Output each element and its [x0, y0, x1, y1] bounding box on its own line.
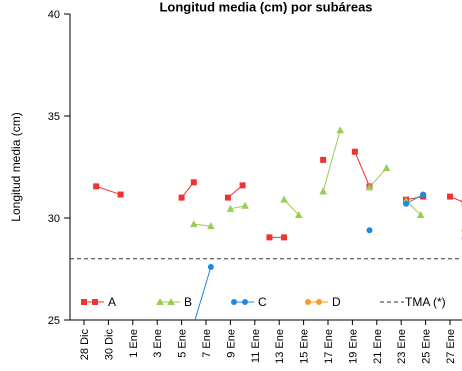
series-A-line: [354, 151, 370, 187]
legend-marker-left: [156, 298, 164, 305]
y-tick-label: 35: [48, 111, 60, 123]
legend-marker-right: [92, 299, 98, 305]
legend-marker-left: [305, 299, 311, 305]
series-layer: [93, 126, 462, 320]
series-B-point: [241, 201, 249, 209]
x-tick-label: 28 Dic: [79, 329, 91, 361]
legend-label: D: [332, 295, 341, 309]
y-ticks: 25 30 35 40: [48, 9, 70, 327]
legend-item-tma: TMA (*): [380, 295, 446, 309]
x-tick-label: 15 Ene: [299, 329, 311, 364]
series-A-point: [447, 193, 453, 200]
series-A-point: [320, 156, 327, 163]
legend-label: A: [108, 295, 116, 309]
legend-marker-right: [242, 299, 248, 305]
series-A: [93, 148, 462, 241]
series-B-point: [365, 183, 374, 191]
series-B-point: [294, 210, 303, 218]
x-ticks: 28 Dic 30 Dic 1 Ene 3 Ene 5 Ene 7 Ene 9 Ene 11 …: [79, 320, 457, 364]
y-axis: 25 30 35 40: [48, 9, 71, 327]
legend-marker-left: [81, 299, 87, 305]
series-B-line: [322, 130, 341, 192]
series-C-point: [366, 227, 373, 234]
x-tick-label: 19 Ene: [347, 329, 359, 364]
legend-item-B: B: [156, 295, 192, 309]
x-tick-label: 5 Ene: [177, 329, 189, 358]
legend-marker-left: [231, 299, 237, 305]
series-A-point: [351, 148, 358, 155]
y-axis-title: Longitud media (cm): [9, 112, 23, 221]
x-tick-label: 7 Ene: [201, 329, 213, 358]
legend: A B C D TMA (*): [81, 295, 446, 309]
x-tick-label: 11 Ene: [250, 329, 262, 363]
chart-title: Longitud media (cm) por subáreas: [159, 0, 372, 15]
y-tick-label: 30: [48, 213, 60, 225]
x-tick-label: 21 Ene: [372, 329, 384, 364]
x-tick-label: 30 Dic: [103, 329, 115, 361]
legend-item-A: A: [81, 295, 116, 309]
series-A-point: [178, 194, 185, 201]
x-tick-label: 3 Ene: [152, 329, 164, 358]
series-B-point: [336, 126, 344, 134]
x-tick-label: 13 Ene: [274, 329, 286, 364]
series-A-line: [96, 185, 121, 196]
legend-item-D: D: [305, 295, 341, 309]
series-A-point: [93, 183, 100, 190]
series-C: [194, 191, 462, 320]
series-A-point: [117, 191, 124, 198]
x-axis: 28 Dic 30 Dic 1 Ene 3 Ene 5 Ene 7 Ene 9 Ene 11 …: [70, 319, 462, 364]
series-B-point: [319, 187, 327, 195]
y-tick-label: 25: [48, 315, 60, 327]
series-B-point: [207, 222, 215, 230]
series-B-point: [226, 204, 235, 212]
x-tick-label: 25 Ene: [421, 329, 433, 364]
legend-label: C: [258, 295, 267, 309]
x-tick-label: 23 Ene: [396, 329, 408, 364]
series-B-point: [416, 210, 425, 218]
x-tick-label: 1 Ene: [128, 329, 140, 358]
series-C-line: [194, 266, 212, 320]
series-C-point: [207, 263, 214, 270]
series-B-line: [193, 223, 211, 227]
series-B: [190, 126, 462, 232]
series-A-point: [239, 182, 246, 189]
series-C-line: [405, 194, 424, 205]
plot-area: [70, 126, 462, 320]
series-C-point: [403, 200, 410, 207]
y-tick-label: 40: [48, 9, 60, 21]
series-A-point: [224, 194, 231, 201]
x-tick-label: 27 Ene: [445, 329, 457, 364]
series-B-point: [382, 164, 391, 172]
x-tick-label: 9 Ene: [225, 329, 237, 358]
series-A-point: [266, 234, 273, 241]
series-C-point: [420, 191, 427, 198]
legend-label: TMA (*): [405, 295, 446, 309]
legend-marker-right: [316, 299, 322, 305]
x-tick-label: 17 Ene: [323, 329, 335, 364]
legend-marker-right: [167, 298, 175, 305]
series-A-point: [281, 234, 288, 241]
series-B-point: [190, 220, 198, 228]
series-A-point: [190, 179, 197, 186]
series-B-point: [280, 195, 288, 203]
legend-label: B: [184, 295, 192, 309]
series-B-line: [369, 167, 387, 188]
legend-item-C: C: [231, 295, 267, 309]
